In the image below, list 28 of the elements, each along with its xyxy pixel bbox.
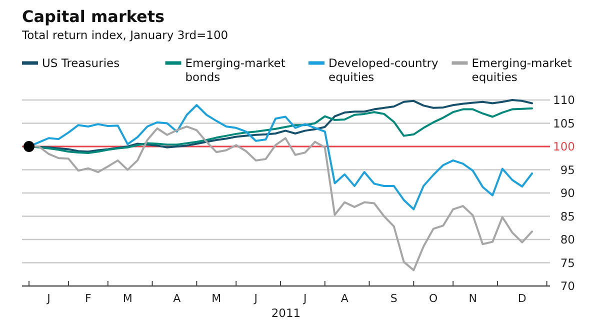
y-tick-label: 70 xyxy=(560,279,575,293)
y-tick-label: 90 xyxy=(560,186,575,200)
chart-title: Capital markets xyxy=(22,7,165,26)
legend-label: US Treasuries xyxy=(42,56,120,70)
y-tick-label: 100 xyxy=(553,140,575,154)
x-tick-label: N xyxy=(468,292,477,305)
x-tick-label: F xyxy=(85,292,92,305)
chart-subtitle: Total return index, January 3rd=100 xyxy=(21,28,228,42)
y-tick-label: 75 xyxy=(560,256,575,270)
y-tick-label: 110 xyxy=(553,93,575,107)
x-tick-label: S xyxy=(390,292,398,305)
x-tick-label: J xyxy=(46,292,50,305)
legend-label: Emerging-market bonds xyxy=(185,56,286,84)
legend-label: Emerging-market equities xyxy=(472,56,572,84)
x-tick-label: M xyxy=(122,292,132,305)
x-tick-label: O xyxy=(429,292,438,305)
y-tick-label: 80 xyxy=(560,232,575,246)
x-tick-label: M xyxy=(212,292,222,305)
x-tick-label: A xyxy=(173,292,182,305)
x-tick-label: A xyxy=(340,292,349,305)
y-tick-label: 95 xyxy=(560,162,575,177)
x-tick-label: D xyxy=(518,292,526,305)
y-tick-label: 85 xyxy=(560,209,575,224)
x-tick-label: J xyxy=(253,292,258,305)
x-tick-label: J xyxy=(302,292,307,305)
legend-label: Developed-country equities xyxy=(328,56,439,84)
y-tick-label: 105 xyxy=(553,116,575,130)
x-axis-title: 2011 xyxy=(271,306,301,320)
